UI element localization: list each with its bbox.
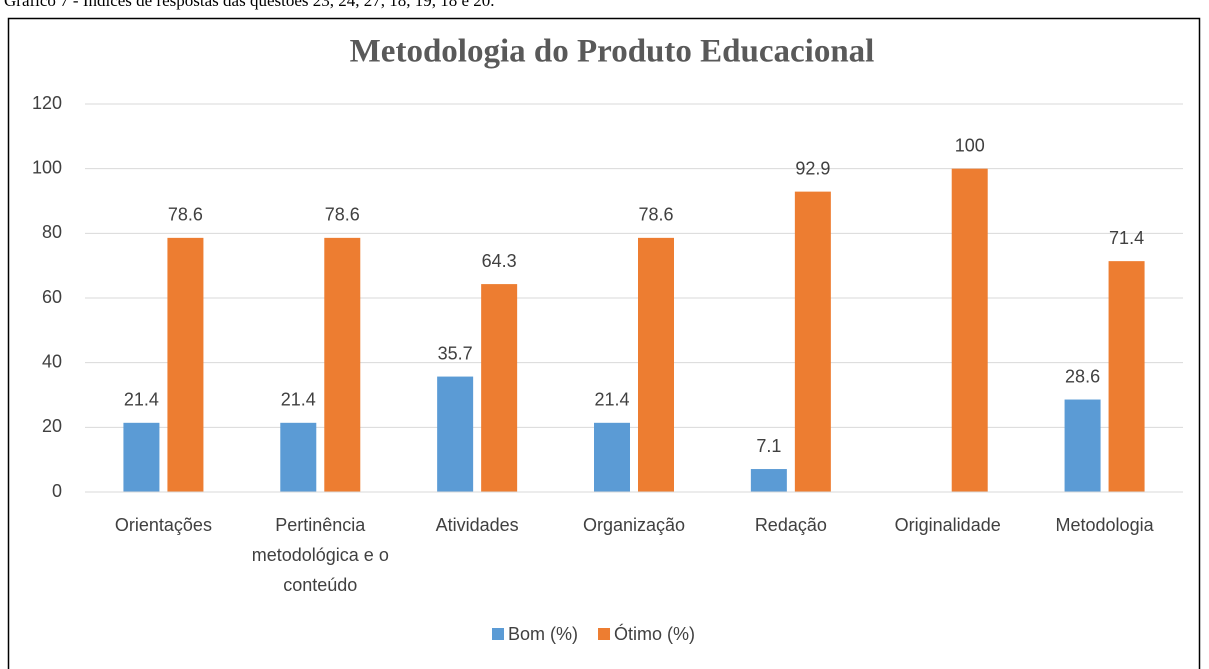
data-label: 21.4 (281, 390, 316, 410)
chart-title: Metodologia do Produto Educacional (350, 34, 875, 70)
bar (123, 422, 160, 492)
legend-label: Ótimo (%) (614, 623, 695, 644)
y-tick-label: 0 (52, 481, 62, 501)
data-label: 78.6 (168, 205, 203, 225)
data-label: 64.3 (482, 251, 517, 271)
data-label: 21.4 (594, 390, 629, 410)
data-label: 92.9 (795, 158, 830, 178)
bar (750, 469, 787, 492)
y-tick-label: 20 (42, 416, 62, 436)
bar (437, 376, 474, 492)
y-tick-label: 100 (32, 157, 62, 177)
bar (951, 168, 988, 492)
y-tick-label: 80 (42, 222, 62, 242)
data-label: 78.6 (325, 205, 360, 225)
data-label: 71.4 (1109, 228, 1144, 248)
bar (1108, 261, 1145, 492)
bar (594, 422, 630, 492)
bar (481, 284, 518, 492)
bar (280, 422, 317, 492)
bar (794, 191, 831, 492)
caption: Gráfico 7 - Índices de respostas das que… (4, 0, 495, 10)
bar (167, 237, 204, 492)
x-tick-label: Redação (754, 515, 827, 535)
x-tick-label: Metodologia (1055, 515, 1154, 535)
data-label: 100 (955, 135, 985, 155)
y-tick-label: 40 (42, 351, 62, 371)
x-tick-label: Originalidade (894, 515, 1001, 535)
bar (638, 237, 674, 492)
bar (324, 237, 361, 492)
data-label: 78.6 (638, 205, 673, 225)
bar (1064, 399, 1101, 492)
x-tick-label: Pertinência metodológica e o conteúdo (251, 515, 389, 595)
data-label: 21.4 (124, 390, 159, 410)
data-label: 28.6 (1065, 366, 1100, 386)
data-label: 35.7 (438, 343, 473, 363)
y-tick-label: 60 (42, 287, 62, 307)
legend-swatch (492, 628, 504, 640)
y-tick-label: 120 (32, 93, 62, 113)
frame (7, 17, 1201, 669)
x-tick-label: Orientações (114, 515, 212, 535)
legend-label: Bom (%) (508, 624, 578, 644)
data-label: 7.1 (756, 436, 781, 456)
x-tick-label: Atividades (435, 515, 519, 535)
x-tick-label: Organização (582, 515, 686, 535)
legend-swatch (598, 628, 611, 640)
